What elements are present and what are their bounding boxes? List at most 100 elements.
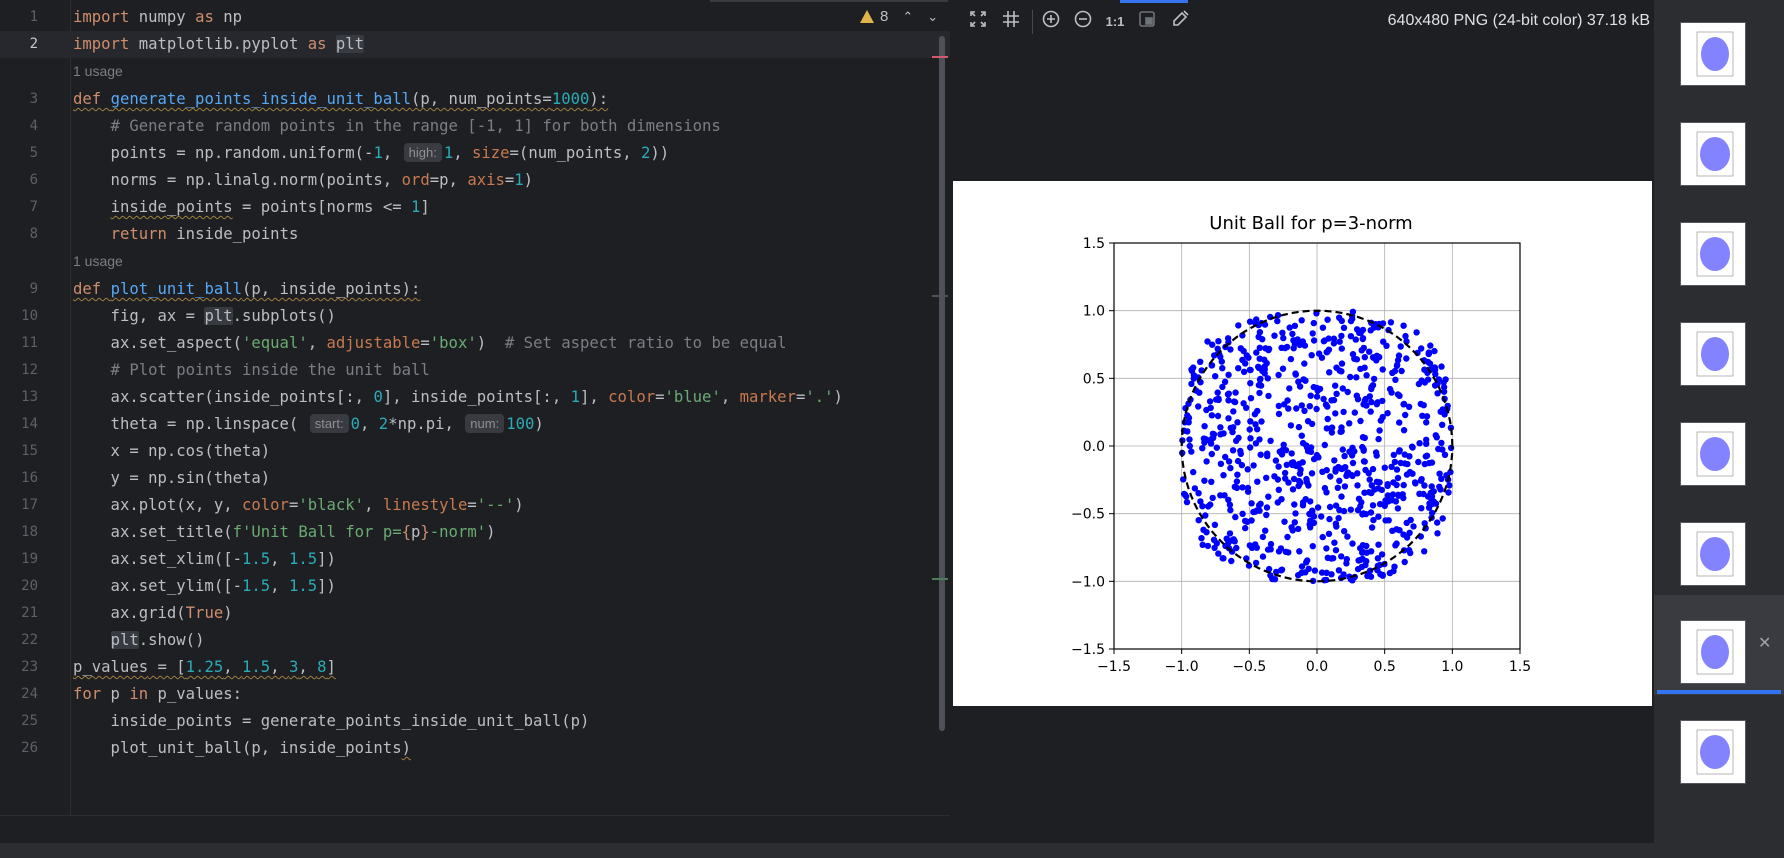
scatter-point [1208,450,1215,458]
line-number: 15 [21,443,38,459]
background-icon[interactable] [1135,10,1159,34]
error-stripe-marker[interactable] [932,295,948,297]
thumbnail-item[interactable] [1680,122,1746,186]
scatter-point [1323,545,1330,552]
y-tick-label: 0.5 [1083,371,1105,387]
scatter-point [1291,322,1299,329]
thumbnail-item[interactable] [1680,222,1746,286]
thumbnail-item[interactable] [1680,322,1746,386]
thumbnail-item[interactable] [1680,720,1746,784]
zoom-out-icon[interactable] [1071,10,1095,34]
code-line[interactable]: 8 return inside_points [0,221,950,248]
code-line[interactable]: 25 inside_points = generate_points_insid… [0,708,950,735]
scatter-point [1331,539,1338,546]
vertical-scrollbar[interactable] [939,36,945,731]
code-line[interactable]: 19 ax.set_xlim([-1.5, 1.5]) [0,546,950,573]
code-line[interactable]: 22 plt.show() [0,627,950,654]
scatter-point [1263,511,1270,519]
actual-size-button[interactable]: 1:1 [1105,14,1125,29]
scatter-point [1190,468,1197,476]
code-line[interactable]: 9 def plot_unit_ball(p, inside_points): [0,276,950,303]
code-line[interactable]: 3 def generate_points_inside_unit_ball(p… [0,86,950,113]
chevron-up-icon[interactable]: ⌃ [902,8,914,24]
code-line[interactable]: 24 for p in p_values: [0,681,950,708]
code-line[interactable]: 14 theta = np.linspace( start: 0, 2*np.pi… [0,411,950,438]
scatter-point [1382,499,1389,507]
scatter-point [1406,453,1413,460]
code-line[interactable]: 23 p_values = [1.25, 1.5, 3, 8] [0,654,950,681]
code-line[interactable]: 4 # Generate random points in the range … [0,113,950,140]
scatter-point [1354,470,1361,477]
scatter-point [1368,524,1376,531]
code-line[interactable]: 1 import numpy as np [0,4,950,31]
param-hint: start: [309,414,349,433]
scatter-point [1421,482,1428,489]
code-line[interactable]: 6 norms = np.linalg.norm(points, ord=p, … [0,167,950,194]
code-editor[interactable]: 8 ⌃ ⌄ 1 import numpy as np 2 import matp… [0,0,950,858]
scatter-point [1309,543,1316,550]
thumbnail-item[interactable] [1680,620,1746,684]
fit-icon[interactable] [966,10,990,34]
code-line[interactable]: 5 points = np.random.uniform(-1, high: 1,… [0,140,950,167]
scatter-point [1302,569,1309,576]
scatter-point [1211,352,1218,359]
scatter-point [1401,460,1409,467]
image-viewer[interactable]: 1:1 640x480 PNG (24-bit color) 37.18 kB … [950,0,1654,843]
scatter-point [1201,477,1208,484]
scatter-point [1326,515,1333,523]
code-line[interactable]: 15 x = np.cos(theta) [0,438,950,465]
scatter-point [1198,535,1205,542]
scatter-point [1251,411,1259,418]
thumbnail-item[interactable] [1680,22,1746,86]
code-line[interactable]: 12 # Plot points inside the unit ball [0,357,950,384]
code-line[interactable]: 13 ax.scatter(inside_points[:, 0], insid… [0,384,950,411]
scatter-point [1375,513,1382,520]
error-stripe-marker[interactable] [932,56,948,58]
inspection-widget[interactable]: 8 ⌃ ⌄ [860,8,938,25]
scatter-point [1338,345,1345,352]
code-line[interactable]: 21 ax.grid(True) [0,600,950,627]
scatter-point [1258,418,1265,425]
line-number: 4 [29,118,38,134]
scatter-point [1296,548,1303,555]
scatter-point [1310,337,1318,344]
usage-hint[interactable]: 1 usage [73,253,123,269]
scatter-point [1292,510,1299,517]
thumbnail-item[interactable] [1680,422,1746,486]
code-line[interactable]: 20 ax.set_ylim([-1.5, 1.5]) [0,573,950,600]
code-line[interactable]: 26 plot_unit_ball(p, inside_points) [0,735,950,762]
x-tick-label: 1.0 [1441,659,1463,675]
scatter-point [1336,506,1343,514]
scatter-point [1283,461,1290,468]
scatter-point [1279,329,1286,336]
color-picker-icon[interactable] [1168,10,1192,34]
thumbnail-strip[interactable]: ✕ [1654,0,1784,843]
chevron-down-icon[interactable]: ⌄ [927,8,939,24]
scatter-point [1415,380,1423,388]
zoom-in-icon[interactable] [1039,10,1063,34]
thumbnail-item[interactable] [1680,522,1746,586]
chart-title: Unit Ball for p=3-norm [1209,213,1412,234]
scatter-point [1274,317,1281,325]
scatter-point [1243,404,1250,411]
code-line[interactable]: 7 inside_points = points[norms <= 1] [0,194,950,221]
chart-grid [1113,242,1521,650]
scatter-point [1394,505,1402,512]
scatter-point [1245,354,1252,361]
code-line-current[interactable]: 2 import matplotlib.pyplot as plt [0,31,950,58]
code-line[interactable]: 17 ax.plot(x, y, color='black', linestyl… [0,492,950,519]
close-icon[interactable]: ✕ [1758,635,1772,652]
error-stripe-marker[interactable] [932,578,948,580]
scatter-point [1235,434,1242,441]
code-line[interactable]: 18 ax.set_title(f'Unit Ball for p={p}-no… [0,519,950,546]
code-line[interactable]: 16 y = np.sin(theta) [0,465,950,492]
scatter-point [1310,383,1317,391]
usage-hint[interactable]: 1 usage [73,63,123,79]
code-line[interactable]: 11 ax.set_aspect('equal', adjustable='bo… [0,330,950,357]
code-line[interactable]: 10 fig, ax = plt.subplots() [0,303,950,330]
grid-icon[interactable] [999,10,1023,34]
scatter-point [1201,439,1208,446]
scatter-point [1418,476,1425,483]
scatter-point [1204,542,1212,550]
scatter-point [1367,509,1375,516]
